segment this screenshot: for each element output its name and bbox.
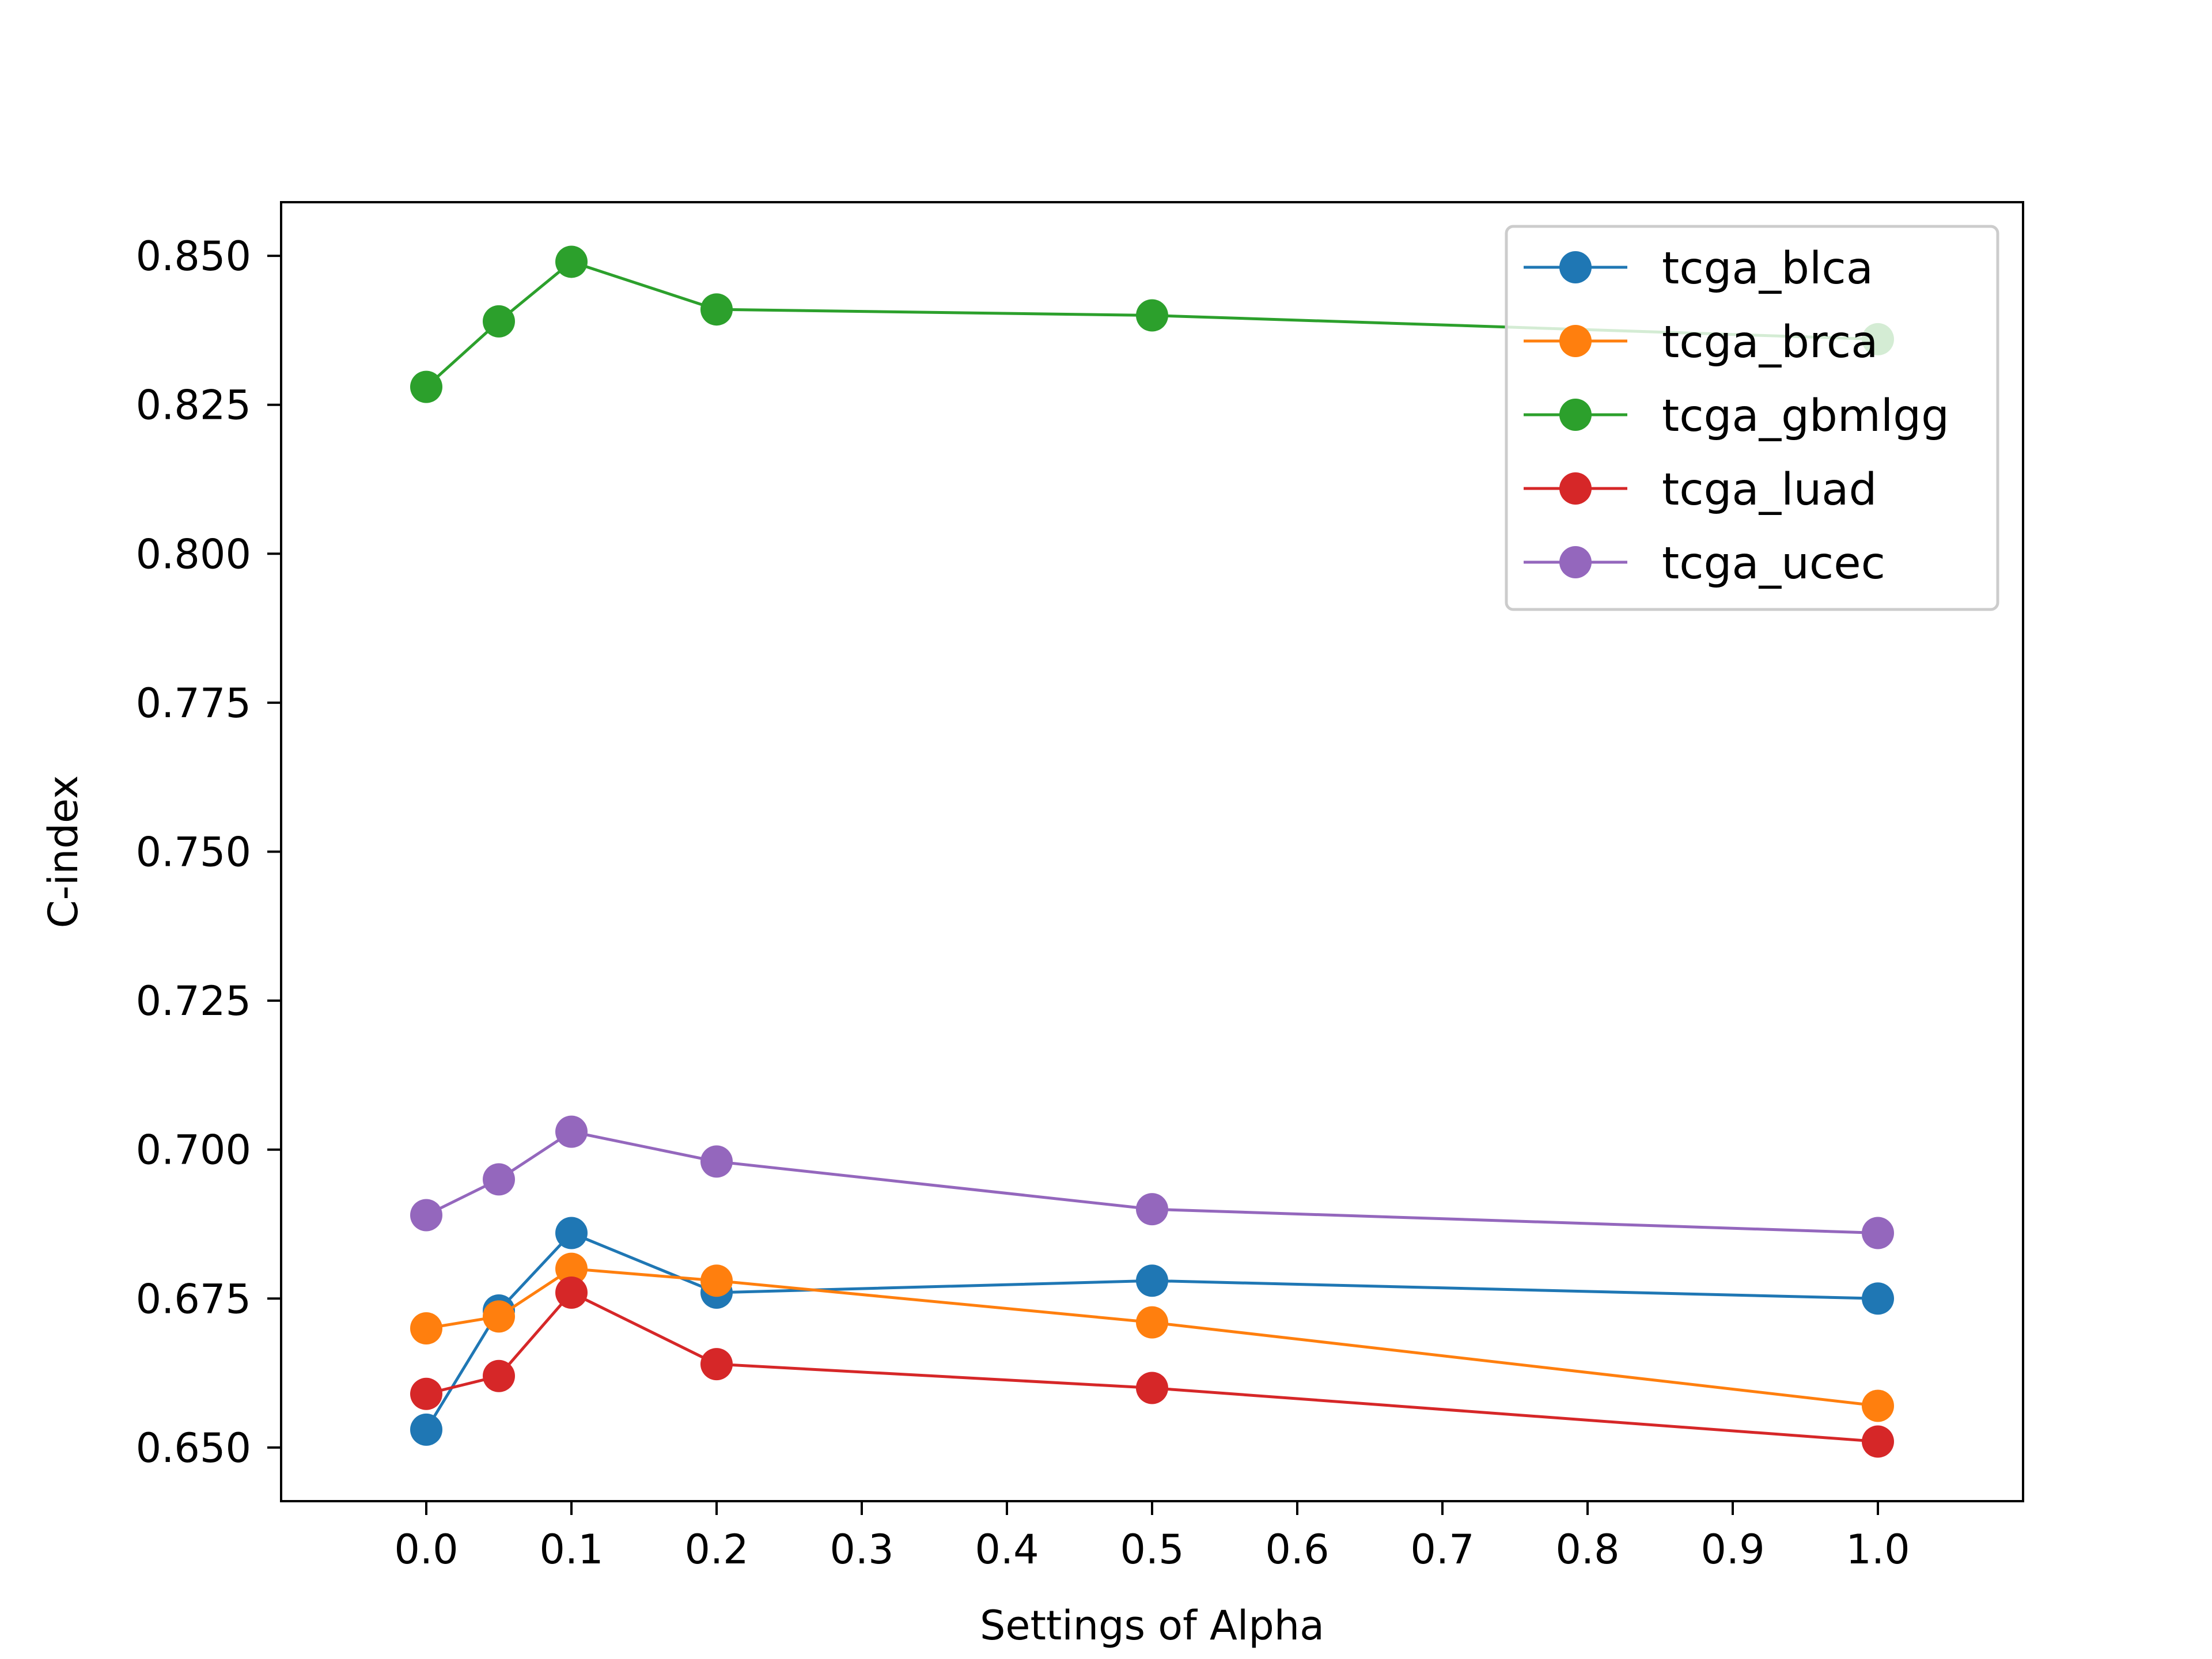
data-point-tcga_ucec — [555, 1115, 588, 1148]
data-point-tcga_blca — [410, 1413, 442, 1446]
legend-label-tcga_gbmlgg: tcga_gbmlgg — [1662, 391, 1949, 442]
data-point-tcga_blca — [1136, 1264, 1168, 1297]
x-tick-label: 0.3 — [830, 1526, 893, 1573]
x-tick-label: 0.1 — [539, 1526, 603, 1573]
y-tick-label: 0.750 — [136, 829, 251, 876]
legend-box — [1505, 225, 1999, 611]
series-line-tcga_gbmlgg — [425, 260, 1878, 388]
data-point-tcga_brca — [483, 1300, 515, 1333]
y-axis: 0.650 0.675 0.700 0.725 0.750 0.775 0.800 0.825… — [136, 233, 281, 1472]
x-tick-label: 0.6 — [1265, 1526, 1329, 1573]
data-point-tcga_brca — [700, 1264, 733, 1297]
data-point-tcga_luad — [483, 1359, 515, 1392]
data-point-tcga_brca — [555, 1252, 588, 1285]
y-tick-label: 0.775 — [136, 680, 251, 727]
series-tcga_blca — [410, 1217, 1894, 1446]
data-point-tcga_luad — [410, 1377, 442, 1410]
y-tick-label: 0.850 — [136, 233, 251, 280]
x-axis-label: Settings of Alpha — [980, 1602, 1324, 1649]
data-point-tcga_ucec — [1136, 1193, 1168, 1226]
legend-marker-tcga_luad — [1559, 472, 1592, 505]
x-tick-label: 1.0 — [1846, 1526, 1910, 1573]
series-line-tcga_blca — [425, 1232, 1878, 1431]
series-tcga_brca — [410, 1252, 1894, 1422]
legend-label-tcga_ucec: tcga_ucec — [1662, 538, 1885, 589]
legend-label-tcga_blca: tcga_blca — [1662, 243, 1873, 294]
data-point-tcga_luad — [1862, 1425, 1894, 1458]
x-tick-label: 0.7 — [1410, 1526, 1474, 1573]
x-tick-label: 0.8 — [1555, 1526, 1619, 1573]
legend-marker-tcga_brca — [1559, 325, 1592, 357]
series-tcga_ucec — [410, 1115, 1894, 1249]
data-point-tcga_ucec — [410, 1199, 442, 1232]
y-tick-label: 0.650 — [136, 1425, 251, 1472]
series-tcga_gbmlgg — [410, 245, 1894, 403]
x-tick-label: 0.2 — [684, 1526, 748, 1573]
data-point-tcga_blca — [1862, 1282, 1894, 1315]
y-tick-label: 0.800 — [136, 531, 251, 578]
data-point-tcga_gbmlgg — [1136, 299, 1168, 332]
x-tick-label: 0.0 — [394, 1526, 458, 1573]
series-tcga_luad — [410, 1276, 1894, 1458]
data-point-tcga_luad — [1136, 1372, 1168, 1404]
series-layer — [410, 245, 1894, 1458]
data-point-tcga_ucec — [700, 1145, 733, 1178]
x-tick-label: 0.4 — [975, 1526, 1039, 1573]
data-point-tcga_gbmlgg — [410, 370, 442, 403]
data-point-tcga_ucec — [1862, 1217, 1894, 1249]
x-tick-label: 0.9 — [1700, 1526, 1764, 1573]
legend-label-tcga_luad: tcga_luad — [1662, 464, 1877, 516]
legend-label-tcga_brca: tcga_brca — [1662, 317, 1878, 368]
data-point-tcga_gbmlgg — [483, 305, 515, 338]
data-point-tcga_gbmlgg — [555, 245, 588, 278]
legend-marker-tcga_gbmlgg — [1559, 399, 1592, 431]
x-tick-label: 0.5 — [1120, 1526, 1184, 1573]
legend: tcga_blca tcga_brca tcga_gbmlgg tcga_luadtc… — [1505, 225, 1999, 611]
data-point-tcga_luad — [555, 1276, 588, 1309]
y-tick-label: 0.700 — [136, 1127, 251, 1174]
y-tick-label: 0.725 — [136, 978, 251, 1025]
data-point-tcga_gbmlgg — [700, 293, 733, 326]
y-axis-label: C-index — [40, 775, 87, 929]
legend-marker-tcga_blca — [1559, 251, 1592, 283]
data-point-tcga_brca — [1862, 1389, 1894, 1422]
x-axis: 0.0 0.1 0.2 0.3 0.4 0.5 0.6 0.7 0.8 0.9 1.0 — [394, 1501, 1910, 1573]
data-point-tcga_luad — [700, 1348, 733, 1381]
y-tick-label: 0.675 — [136, 1275, 251, 1323]
data-point-tcga_brca — [410, 1312, 442, 1345]
data-point-tcga_brca — [1136, 1306, 1168, 1339]
legend-marker-tcga_ucec — [1559, 546, 1592, 578]
data-point-tcga_ucec — [483, 1163, 515, 1196]
data-point-tcga_blca — [555, 1217, 588, 1249]
y-tick-label: 0.825 — [136, 382, 251, 429]
